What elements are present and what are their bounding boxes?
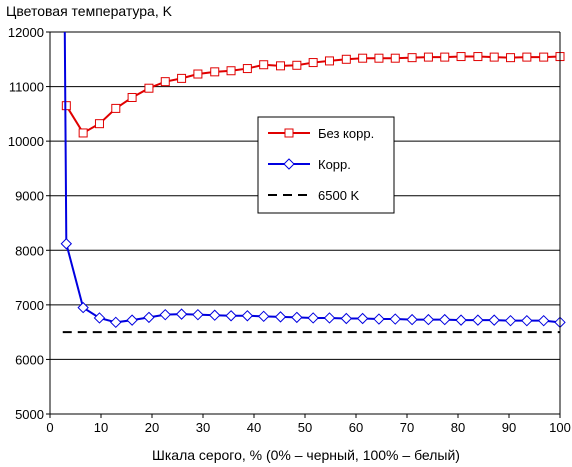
data-point [209, 309, 221, 321]
data-point [455, 314, 467, 326]
data-point [78, 128, 88, 138]
data-point [291, 311, 303, 324]
data-point [374, 53, 384, 63]
data-point [488, 314, 500, 326]
y-tick-label: 10000 [8, 134, 44, 149]
y-tick-label: 9000 [15, 189, 44, 204]
data-point [126, 314, 138, 326]
data-point [423, 52, 433, 62]
data-point [473, 52, 483, 62]
data-point [439, 313, 451, 326]
x-tick-label: 60 [349, 420, 363, 435]
data-point [390, 53, 400, 63]
x-tick-label: 100 [549, 420, 571, 435]
data-point [111, 103, 121, 113]
data-point [407, 53, 417, 63]
x-axis-title: Шкала серого, % (0% – черный, 100% – бел… [152, 447, 460, 463]
y-tick-label: 6000 [15, 352, 44, 367]
data-point [341, 54, 351, 64]
data-point [422, 313, 435, 326]
data-point [210, 67, 220, 77]
data-point [308, 58, 318, 68]
data-point [77, 301, 89, 314]
axes [46, 31, 561, 418]
data-point [324, 56, 334, 66]
y-tick-label: 7000 [15, 298, 44, 313]
legend-item: Без корр. [268, 126, 374, 141]
x-tick-label: 20 [145, 420, 159, 435]
data-point [274, 311, 287, 323]
y-tick-label: 5000 [15, 407, 44, 422]
data-point [144, 83, 154, 93]
y-tick-label: 12000 [8, 25, 44, 40]
y-tick-labels: 5000 6000 7000 8000 9000 10000 11000 12000 [8, 25, 44, 422]
y-axis-title: Цветовая температура, K [6, 3, 173, 19]
plot-area [50, 32, 560, 414]
data-point [504, 314, 517, 327]
legend-item: 6500 K [268, 188, 360, 203]
data-point [276, 61, 286, 71]
data-point [522, 52, 532, 62]
x-tick-label: 90 [502, 420, 516, 435]
data-point [283, 158, 295, 170]
data-point [323, 312, 336, 324]
data-point [456, 52, 466, 62]
x-tick-labels: 0 10 20 30 40 50 60 70 80 90 100 [46, 420, 570, 435]
series-square [61, 52, 565, 138]
data-point [521, 314, 533, 327]
data-point [241, 310, 254, 322]
data-point [440, 52, 450, 62]
data-point [356, 312, 369, 325]
data-point [225, 310, 237, 322]
x-tick-label: 50 [298, 420, 312, 435]
x-tick-label: 80 [451, 420, 465, 435]
x-tick-label: 10 [94, 420, 108, 435]
data-point [93, 312, 106, 324]
data-point [472, 314, 484, 326]
data-point [340, 312, 353, 325]
x-tick-label: 30 [196, 420, 210, 435]
data-point [389, 313, 401, 325]
legend-item: Корр. [268, 157, 351, 172]
data-point [94, 119, 104, 129]
data-point [127, 92, 137, 102]
legend: Без корр. Корр. 6500 K [257, 116, 395, 214]
data-point [406, 313, 418, 326]
data-point [175, 308, 188, 320]
x-tick-label: 70 [400, 420, 414, 435]
legend-label: 6500 K [318, 188, 360, 203]
data-point [292, 60, 302, 70]
x-tick-label: 40 [247, 420, 261, 435]
data-point [226, 66, 236, 76]
legend-label: Без корр. [318, 126, 374, 141]
data-point [537, 314, 550, 327]
legend-label: Корр. [318, 157, 351, 172]
data-point [177, 73, 187, 83]
data-point [307, 312, 319, 324]
data-point [259, 60, 269, 70]
y-tick-label: 11000 [9, 80, 44, 95]
data-point [160, 77, 170, 87]
data-point [159, 308, 171, 321]
x-tick-label: 0 [46, 420, 53, 435]
data-point [110, 316, 122, 329]
data-point [539, 52, 549, 62]
data-point [192, 308, 204, 321]
data-point [489, 52, 499, 62]
plot-background [50, 32, 560, 414]
y-tick-label: 8000 [15, 243, 44, 258]
data-point [257, 310, 270, 323]
data-point [284, 128, 294, 138]
data-point [358, 53, 368, 63]
data-point [193, 69, 203, 79]
data-point [506, 53, 516, 63]
data-point [60, 238, 73, 250]
data-point [373, 313, 385, 325]
data-point [143, 311, 155, 324]
data-point [242, 64, 252, 74]
